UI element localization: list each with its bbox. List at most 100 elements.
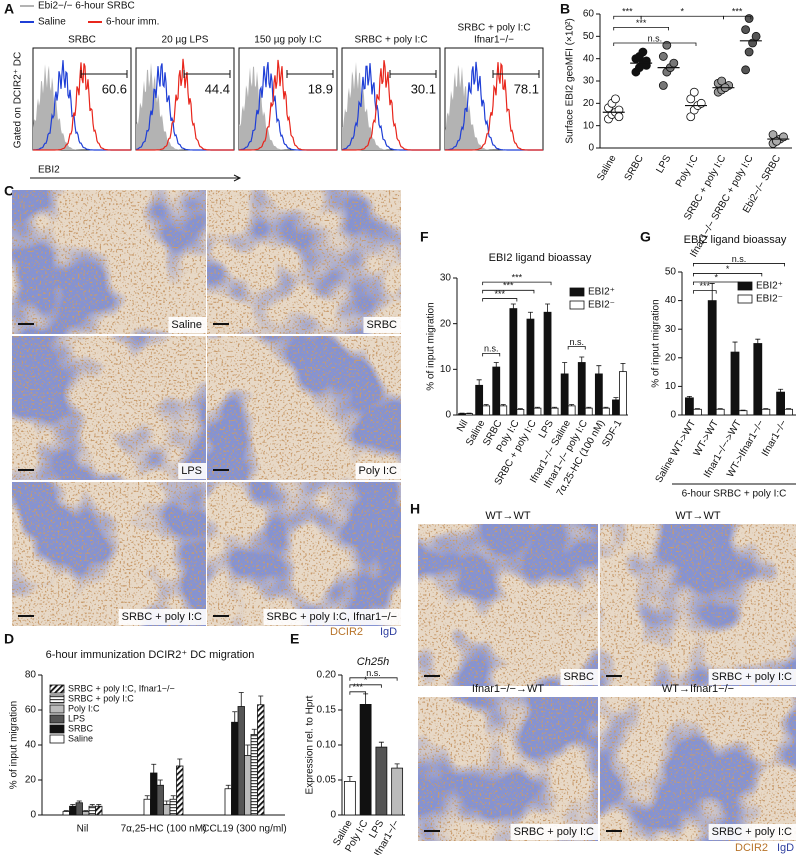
bar: [482, 405, 491, 416]
error-bar: [603, 406, 609, 409]
dot: [751, 31, 761, 41]
histogram-ebi2-ko: [342, 62, 440, 150]
error-bar: [717, 408, 723, 410]
error-bar: [89, 804, 95, 807]
bar: [601, 407, 610, 416]
dot: [658, 52, 668, 61]
error-bar: [545, 303, 551, 313]
gate-value: 30.1: [411, 81, 436, 96]
x-tick-label: 7α,25-HC (100 nM): [121, 824, 207, 835]
legend-label: SRBC: [68, 723, 94, 733]
histogram-immunized: [33, 62, 131, 151]
micrograph-dcir2: [600, 524, 796, 686]
label-background: [708, 669, 796, 685]
error-bar: [151, 763, 157, 773]
y-tick-label: 0.05: [317, 775, 337, 786]
legend-swatch: [49, 734, 65, 744]
significance-bracket: [482, 289, 535, 294]
y-tick-label: 40: [665, 295, 677, 306]
y-tick-label: 10: [665, 381, 677, 392]
histogram-immunized: [239, 59, 337, 151]
histogram-title: Ifnar1−/−: [474, 35, 514, 46]
bar: [143, 798, 151, 816]
dot: [658, 81, 668, 90]
micrograph-label: SRBC + poly I:C: [514, 826, 594, 838]
micrograph-dcir2: [207, 482, 401, 626]
bar: [509, 308, 518, 416]
error-bar: [586, 406, 592, 409]
bar: [516, 409, 525, 416]
legend-label: EBI2⁺: [588, 287, 615, 298]
significance-label: ***: [636, 18, 647, 28]
legend-label: Saline: [38, 17, 66, 28]
significance-label: ***: [512, 272, 523, 282]
y-tick-label: 40: [25, 740, 37, 751]
bar: [492, 366, 501, 416]
gate: [286, 70, 334, 78]
y-tick-label: 30: [583, 76, 595, 87]
significance-bracket: [693, 290, 717, 294]
significance-label: n.s.: [569, 337, 584, 347]
micrograph-title: WT→WT: [485, 510, 530, 522]
label-background: [510, 824, 598, 840]
significance-label: ***: [494, 289, 505, 299]
bar: [156, 784, 164, 816]
error-bar: [378, 741, 384, 748]
significance-label: ***: [503, 281, 514, 291]
bar: [776, 391, 785, 416]
histogram-title: 150 µg poly I:C: [254, 35, 321, 46]
y-tick-label: 40: [583, 53, 595, 64]
error-bar: [483, 404, 489, 406]
bar: [343, 781, 356, 816]
y-axis-label: % of input migration: [9, 701, 20, 789]
error-bar: [620, 362, 626, 372]
legend-swatch: [569, 300, 585, 310]
histogram-title: SRBC + poly I:C: [457, 23, 530, 34]
dot: [717, 76, 727, 86]
bar: [550, 407, 559, 416]
footer-label: 6-hour SRBC + poly I:C: [682, 489, 787, 500]
panel-letter: A: [4, 1, 14, 17]
error-bar: [70, 804, 76, 807]
micrograph-label: SRBC + poly I:C, Ifnar1−/−: [266, 611, 397, 623]
stain-legend-dcir2: DCIR2: [330, 626, 363, 638]
dot: [744, 14, 754, 23]
error-bar: [225, 784, 231, 789]
dot: [611, 94, 620, 104]
bar: [224, 788, 232, 816]
legend-swatch: [49, 724, 65, 734]
y-tick-label: 0: [30, 810, 36, 821]
legend-swatch: [49, 684, 65, 694]
error-bar: [394, 763, 400, 769]
dot: [686, 112, 696, 122]
micrograph-title: Ifnar1−/−→WT: [472, 683, 544, 695]
dot: [662, 40, 672, 50]
label-background: [118, 609, 206, 625]
y-tick-label: 20: [440, 318, 452, 329]
bar: [250, 734, 258, 816]
label-background: [355, 463, 401, 479]
label-background: [363, 317, 401, 333]
bar: [95, 805, 103, 816]
significance-bracket: [693, 263, 785, 267]
error-bar: [778, 388, 784, 393]
error-bar: [76, 800, 82, 803]
y-tick-label: 10: [440, 364, 452, 375]
y-tick-label: 0.20: [317, 670, 337, 681]
micrograph-label: SRBC: [563, 671, 594, 683]
micrograph-dcir2: [418, 524, 598, 686]
error-bar: [347, 776, 353, 782]
micrograph-label: SRBC: [366, 319, 397, 331]
bar: [458, 413, 466, 416]
bar: [784, 408, 793, 416]
x-tick-label: Saline: [595, 153, 619, 183]
bar: [685, 397, 694, 416]
dot: [689, 87, 699, 97]
error-bar: [569, 404, 575, 406]
micrograph-title: WT→WT: [675, 510, 720, 522]
legend-swatch: [49, 704, 65, 714]
micrograph-dcir2: [207, 336, 401, 480]
legend-swatch: [737, 281, 753, 291]
significance-bracket: [613, 42, 697, 47]
